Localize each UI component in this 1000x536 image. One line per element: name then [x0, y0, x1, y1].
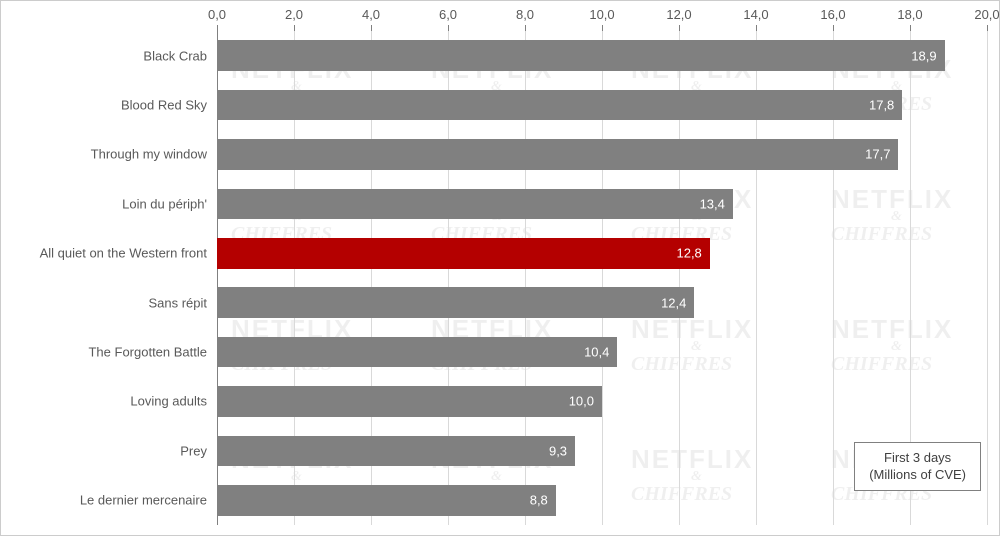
bar: 17,8	[217, 90, 902, 121]
bar-row: All quiet on the Western front12,8	[217, 238, 987, 269]
legend-box: First 3 days (Millions of CVE)	[854, 442, 981, 491]
bar: 18,9	[217, 40, 945, 71]
x-tick-label: 0,0	[208, 7, 226, 22]
bar-category-label: All quiet on the Western front	[40, 246, 217, 261]
x-tick-label: 6,0	[439, 7, 457, 22]
x-tick-mark	[987, 25, 988, 31]
bar: 13,4	[217, 189, 733, 220]
legend-line1: First 3 days	[869, 449, 966, 467]
x-tick-label: 2,0	[285, 7, 303, 22]
bar-value-label: 12,8	[676, 246, 701, 261]
x-tick-label: 4,0	[362, 7, 380, 22]
bar-category-label: Prey	[180, 443, 217, 458]
bar-category-label: Loin du périph'	[122, 196, 217, 211]
bar-value-label: 17,7	[865, 147, 890, 162]
gridline	[987, 31, 988, 525]
bar-category-label: Sans répit	[148, 295, 217, 310]
x-tick-label: 12,0	[666, 7, 691, 22]
legend-line2: (Millions of CVE)	[869, 466, 966, 484]
bar: 10,4	[217, 337, 617, 368]
x-tick-label: 16,0	[820, 7, 845, 22]
bar: 8,8	[217, 485, 556, 516]
x-tick-label: 14,0	[743, 7, 768, 22]
bar-value-label: 18,9	[911, 48, 936, 63]
bar: 12,8	[217, 238, 710, 269]
bar-category-label: Black Crab	[143, 48, 217, 63]
bar-category-label: Loving adults	[130, 394, 217, 409]
x-tick-label: 8,0	[516, 7, 534, 22]
bar-row: Black Crab18,9	[217, 40, 987, 71]
bar-row: Loin du périph'13,4	[217, 189, 987, 220]
x-tick-label: 10,0	[589, 7, 614, 22]
x-tick-label: 20,0	[974, 7, 999, 22]
bar-value-label: 17,8	[869, 98, 894, 113]
bar-row: Sans répit12,4	[217, 287, 987, 318]
bar-value-label: 10,0	[569, 394, 594, 409]
bar-value-label: 12,4	[661, 295, 686, 310]
bar: 12,4	[217, 287, 694, 318]
bar-category-label: Blood Red Sky	[121, 98, 217, 113]
bar-value-label: 8,8	[530, 493, 548, 508]
bar-row: Through my window17,7	[217, 139, 987, 170]
bar-value-label: 10,4	[584, 345, 609, 360]
bar: 10,0	[217, 386, 602, 417]
bar: 9,3	[217, 436, 575, 467]
bar-category-label: Le dernier mercenaire	[80, 493, 217, 508]
chart-container: NETFLIX&CHIFFRESNETFLIX&CHIFFRESNETFLIX&…	[0, 0, 1000, 536]
x-tick-label: 18,0	[897, 7, 922, 22]
bar-category-label: Through my window	[91, 147, 217, 162]
bar-row: Loving adults10,0	[217, 386, 987, 417]
bar-category-label: The Forgotten Battle	[88, 345, 217, 360]
bar-value-label: 13,4	[700, 196, 725, 211]
bar-row: Blood Red Sky17,8	[217, 90, 987, 121]
bar-row: The Forgotten Battle10,4	[217, 337, 987, 368]
bar-value-label: 9,3	[549, 443, 567, 458]
bar: 17,7	[217, 139, 898, 170]
